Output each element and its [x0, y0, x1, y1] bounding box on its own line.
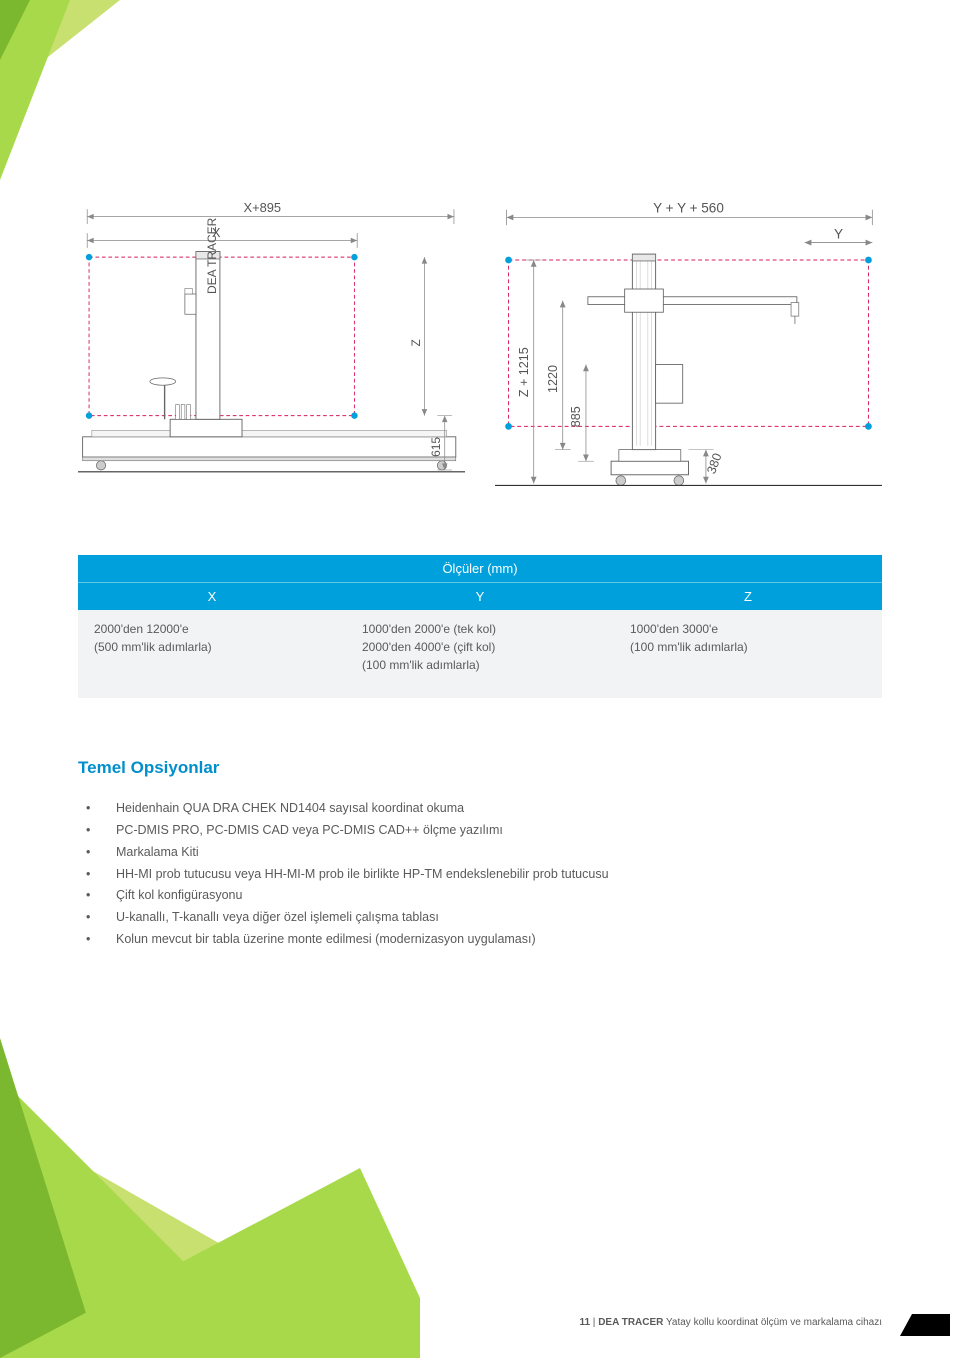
dim-label: Y + Y + 560: [653, 201, 724, 216]
dim-label: 885: [569, 406, 583, 427]
dim-label: X+895: [243, 200, 281, 215]
dim-label: Y: [834, 227, 843, 242]
page-number: 11: [579, 1317, 590, 1328]
dim-label: 1220: [546, 365, 560, 393]
table-header-y: Y: [346, 582, 614, 610]
list-item: Çift kol konfigürasyonu: [78, 885, 882, 907]
table-cell-z: 1000'den 3000'e (100 mm'lik adımlarla): [614, 610, 882, 698]
technical-diagrams: X+895 X D: [78, 200, 882, 505]
list-item: Heidenhain QUA DRA CHEK ND1404 sayısal k…: [78, 798, 882, 820]
table-title: Ölçüler (mm): [78, 555, 882, 583]
product-name: DEA TRACER: [598, 1317, 663, 1328]
options-section: Temel Opsiyonlar Heidenhain QUA DRA CHEK…: [78, 758, 882, 951]
table-header-x: X: [78, 582, 346, 610]
dim-label: Z: [409, 339, 423, 346]
list-item: U-kanallı, T-kanallı veya diğer özel işl…: [78, 907, 882, 929]
list-item: PC-DMIS PRO, PC-DMIS CAD veya PC-DMIS CA…: [78, 820, 882, 842]
dim-label: Z + 1215: [517, 347, 531, 397]
dimensions-table: Ölçüler (mm) X Y Z 2000'den 12000'e (500…: [78, 555, 882, 698]
table-cell-x: 2000'den 12000'e (500 mm'lik adımlarla): [78, 610, 346, 698]
list-item: HH-MI prob tutucusu veya HH-MI-M prob il…: [78, 864, 882, 886]
list-item: Kolun mevcut bir tabla üzerine monte edi…: [78, 929, 882, 951]
footer-description: Yatay kollu koordinat ölçüm ve markalama…: [663, 1317, 882, 1328]
dim-label: 615: [429, 437, 443, 457]
table-cell-y: 1000'den 2000'e (tek kol) 2000'den 4000'…: [346, 610, 614, 698]
diagram-side-view: Y + Y + 560 Y: [495, 200, 882, 505]
options-list: Heidenhain QUA DRA CHEK ND1404 sayısal k…: [78, 798, 882, 951]
page-footer: 11 | DEA TRACER Yatay kollu koordinat öl…: [579, 1317, 882, 1328]
options-title: Temel Opsiyonlar: [78, 758, 882, 778]
machine-label: DEA TRACER: [205, 217, 219, 294]
diagram-front-view: X+895 X D: [78, 200, 465, 505]
table-header-z: Z: [614, 582, 882, 610]
list-item: Markalama Kiti: [78, 842, 882, 864]
